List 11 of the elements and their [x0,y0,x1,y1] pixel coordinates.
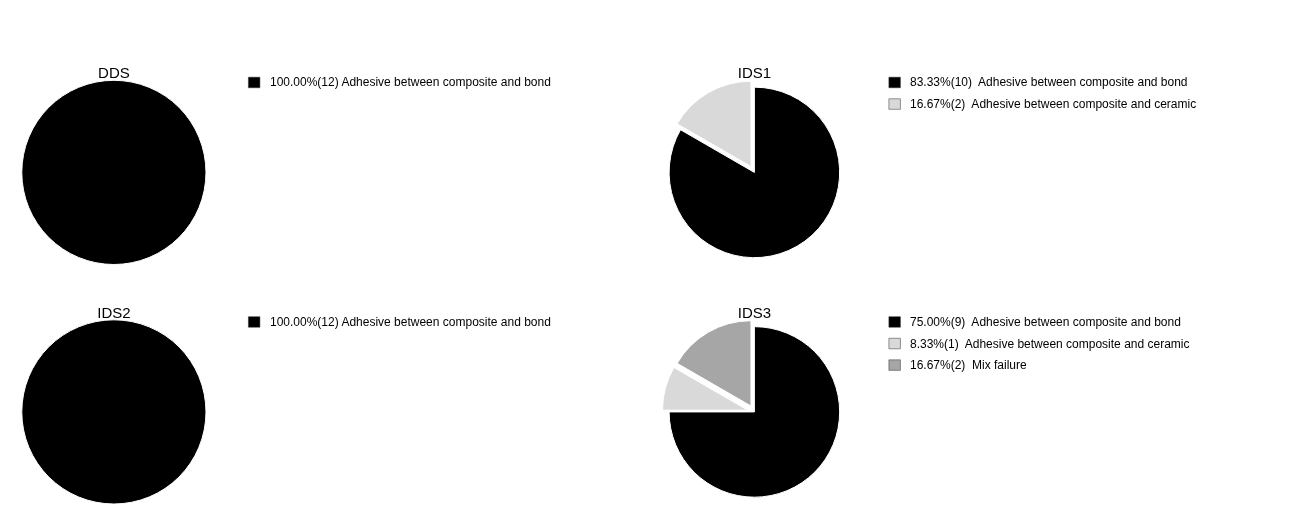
legend-label: 16.67%(2) Mix failure [910,358,1028,372]
legend-label: 8.33%(1) Adhesive between composite and ceramic [910,337,1190,351]
legend-label: 83.33%(10) Adhesive between composite and bond [910,75,1188,89]
legend-label: 100.00%(12) Adhesive between composite and bond [270,315,551,329]
legend-label: 100.00%(12) Adhesive between composite and bond [270,75,551,89]
legend-label: 75.00%(9) Adhesive between composite and bond [910,315,1181,329]
legend-label: 16.67%(2) Adhesive between composite and ceramic [910,97,1197,111]
chart-title: DDS [98,64,130,82]
chart-title: IDS3 [737,303,772,321]
chart-title: IDS1 [737,64,772,82]
chart-title: IDS2 [97,303,131,321]
